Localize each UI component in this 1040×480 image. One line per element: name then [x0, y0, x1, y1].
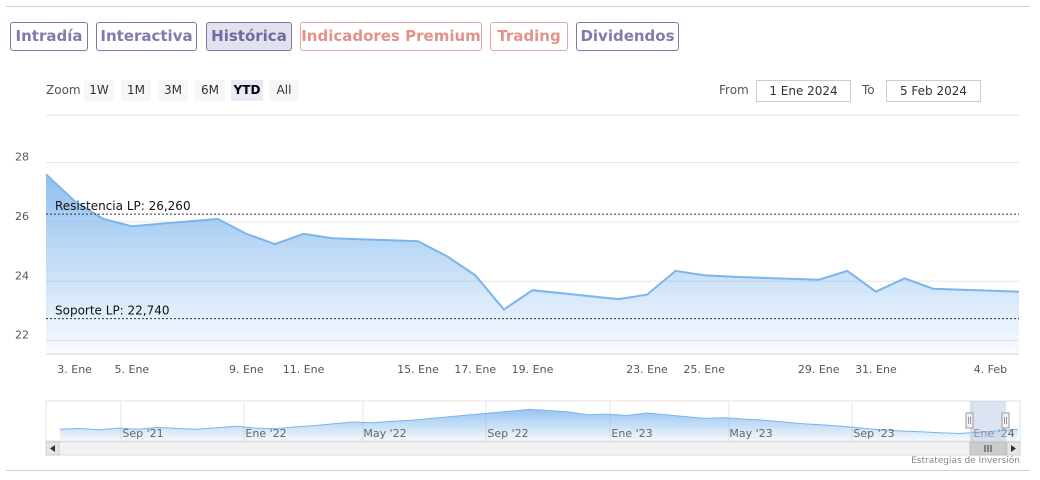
- tab-intradia[interactable]: Intradía: [10, 22, 88, 51]
- x-tick-label: 5. Ene: [115, 363, 150, 376]
- navigator-label: Sep '23: [853, 427, 894, 440]
- x-tick-label: 25. Ene: [683, 363, 725, 376]
- to-date-input[interactable]: 5 Feb 2024: [886, 80, 981, 102]
- scrollbar[interactable]: [45, 441, 1021, 456]
- x-tick-label: 3. Ene: [57, 363, 92, 376]
- x-tick-label: 4. Feb: [974, 363, 1007, 376]
- y-tick-label: 28: [15, 151, 29, 164]
- x-tick-label: 31. Ene: [855, 363, 897, 376]
- navigator-label: Ene '24: [973, 427, 1014, 440]
- navigator-line: [59, 408, 1019, 435]
- scrollbar-track[interactable]: [45, 441, 1021, 456]
- zoom-button-1w[interactable]: 1W: [84, 80, 114, 101]
- y-tick-label: 26: [15, 210, 29, 223]
- zoom-button-1m[interactable]: 1M: [121, 80, 151, 101]
- navigator-grid: [120, 401, 973, 441]
- navigator-label: Ene '22: [245, 427, 286, 440]
- arrow-right-icon: [1011, 445, 1016, 452]
- chart-credits[interactable]: Estrategias de Inversión: [911, 456, 1020, 466]
- y-tick-label: 22: [15, 329, 29, 342]
- x-tick-label: 11. Ene: [283, 363, 325, 376]
- navigator-handle-right[interactable]: [1001, 412, 1010, 429]
- zoom-button-3m[interactable]: 3M: [158, 80, 188, 101]
- bottom-divider: [6, 470, 1030, 471]
- navigator-area: [60, 409, 1018, 440]
- x-tick-label: 17. Ene: [454, 363, 496, 376]
- x-tick-label: 15. Ene: [397, 363, 439, 376]
- reference-line-label: Resistencia LP: 26,260: [55, 199, 191, 213]
- y-axis-labels: 22 24 26 28: [15, 151, 29, 342]
- zoom-button-all[interactable]: All: [269, 80, 299, 101]
- scroll-right-button[interactable]: [1006, 441, 1021, 456]
- navigator-label: Sep '21: [122, 427, 163, 440]
- navigator-selection: [970, 401, 1006, 441]
- grid-lines: [46, 162, 1019, 342]
- reference-lines: Resistencia LP: 26,260 Soporte LP: 22,740: [46, 199, 1019, 320]
- y-tick-label: 24: [15, 269, 29, 282]
- x-axis-labels: 3. Ene 5. Ene 9. Ene 11. Ene 15. Ene 17. Ene 1…: [57, 363, 1007, 376]
- series-line: [45, 173, 1020, 311]
- tab-dividendos[interactable]: Dividendos: [576, 22, 679, 51]
- reference-line-label: Soporte LP: 22,740: [55, 304, 170, 318]
- arrow-left-icon: [50, 445, 55, 452]
- navigator-labels: Sep '21 Ene '22 May '22 Sep '22 Ene '23 May '…: [122, 427, 1014, 440]
- navigator-frame: [45, 400, 1021, 442]
- navigator-label: Sep '22: [487, 427, 528, 440]
- from-label: From: [719, 83, 749, 97]
- tab-trading[interactable]: Trading: [490, 22, 568, 51]
- top-divider: [6, 6, 1030, 7]
- scrollbar-thumb[interactable]: [969, 441, 1007, 456]
- from-date-input[interactable]: 1 Ene 2024: [756, 80, 851, 102]
- x-tick-label: 23. Ene: [626, 363, 668, 376]
- zoom-button-6m[interactable]: 6M: [195, 80, 225, 101]
- tab-indicadores-premium[interactable]: Indicadores Premium: [300, 22, 482, 51]
- x-tick-label: 29. Ene: [798, 363, 840, 376]
- navigator-handle-left[interactable]: [965, 412, 974, 429]
- zoom-button-ytd[interactable]: YTD: [231, 80, 263, 101]
- zoom-label: Zoom: [46, 83, 81, 97]
- x-tick-label: 19. Ene: [512, 363, 554, 376]
- navigator-label: May '22: [363, 427, 406, 440]
- x-tick-label: 9. Ene: [229, 363, 264, 376]
- scroll-left-button[interactable]: [45, 441, 60, 456]
- navigator: Sep '21 Ene '22 May '22 Sep '22 Ene '23 May '…: [45, 400, 1021, 442]
- tab-historica[interactable]: Histórica: [206, 22, 292, 51]
- navigator-label: May '23: [729, 427, 772, 440]
- navigator-label: Ene '23: [611, 427, 652, 440]
- tab-interactiva[interactable]: Interactiva: [96, 22, 197, 51]
- series-area: [46, 174, 1019, 354]
- to-label: To: [862, 83, 875, 97]
